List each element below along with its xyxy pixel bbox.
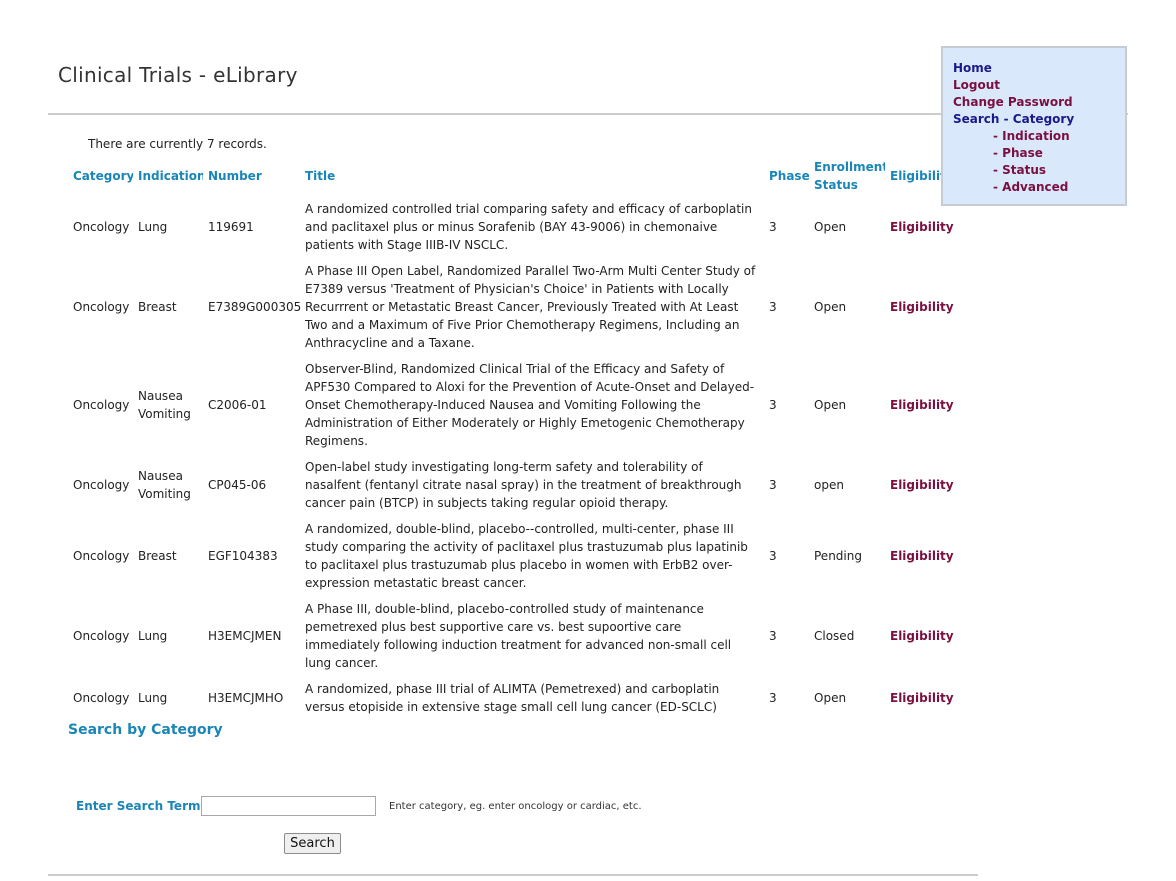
cell-phase: 3 [769,691,777,705]
eligibility-link[interactable]: Eligibility [890,300,954,314]
cell-eligibility: Eligibility [885,676,958,720]
header-title: Title [305,169,336,183]
search-term-label: Enter Search Term: [76,799,206,813]
cell-phase: 3 [769,478,777,492]
table-row: Oncology Breast E7389G000305 A Phase III Op… [68,258,958,356]
cell-eligibility: Eligibility [885,356,958,454]
search-button[interactable]: Search [284,833,341,854]
cell-title: A Phase III, double-blind, placebo-contr… [305,602,732,670]
header-enrollment-status: Enrollment Status [814,160,885,192]
bottom-divider [48,874,978,876]
cell-number: 119691 [208,220,254,234]
cell-enrollment-status: Open [814,398,847,412]
cell-number: H3EMCJMHO [208,691,284,705]
nav-phase-link[interactable]: - Phase [993,146,1043,160]
cell-indication: Nausea Vomiting [138,389,191,421]
cell-title: A randomized controlled trial comparing … [305,202,752,252]
cell-phase: 3 [769,629,777,643]
cell-number: E7389G000305 [208,300,302,314]
search-heading: Search by Category [68,722,223,738]
cell-category: Oncology [73,549,130,563]
cell-phase: 3 [769,549,777,563]
nav-menu: Home Logout Change Password Search - Cat… [941,46,1127,206]
cell-eligibility: Eligibility [885,258,958,356]
header-category: Category [73,169,133,183]
cell-indication: Breast [138,549,177,563]
search-input[interactable] [201,796,376,816]
nav-logout-link[interactable]: Logout [953,78,1001,92]
cell-indication: Breast [138,300,177,314]
cell-phase: 3 [769,220,777,234]
table-row: Oncology Nausea Vomiting CP045-06 Open-labe… [68,454,958,516]
cell-number: H3EMCJMEN [208,629,282,643]
cell-indication: Nausea Vomiting [138,469,191,501]
cell-category: Oncology [73,629,130,643]
table-row: Oncology Nausea Vomiting C2006-01 Observer-… [68,356,958,454]
eligibility-link[interactable]: Eligibility [890,549,954,563]
nav-change-password-link[interactable]: Change Password [953,95,1073,109]
nav-status-link[interactable]: - Status [993,163,1047,177]
cell-enrollment-status: open [814,478,844,492]
record-count: There are currently 7 records. [88,137,267,151]
nav-home-link[interactable]: Home [953,61,992,75]
cell-enrollment-status: Pending [814,549,862,563]
cell-title: A Phase III Open Label, Randomized Paral… [305,264,756,350]
cell-title: A randomized, phase III trial of ALIMTA … [305,682,720,714]
cell-eligibility: Eligibility [885,454,958,516]
table-row: Oncology Lung H3EMCJMEN A Phase III, double… [68,596,958,676]
cell-title: Observer-Blind, Randomized Clinical Tria… [305,362,755,448]
nav-search-category-link[interactable]: Search - Category [953,112,1075,126]
eligibility-link[interactable]: Eligibility [890,478,954,492]
header-indication: Indication [138,169,203,183]
eligibility-link[interactable]: Eligibility [890,691,954,705]
cell-number: C2006-01 [208,398,267,412]
header-phase: Phase [769,169,809,183]
cell-number: CP045-06 [208,478,267,492]
cell-indication: Lung [138,220,168,234]
cell-enrollment-status: Closed [814,629,855,643]
cell-phase: 3 [769,398,777,412]
eligibility-link[interactable]: Eligibility [890,220,954,234]
cell-eligibility: Eligibility [885,516,958,596]
cell-indication: Lung [138,691,168,705]
cell-title: A randomized, double-blind, placebo--con… [305,522,748,590]
cell-category: Oncology [73,691,130,705]
cell-number: EGF104383 [208,549,278,563]
header-eligibility: Eligibility [890,169,954,183]
cell-category: Oncology [73,398,130,412]
cell-enrollment-status: Open [814,691,847,705]
cell-title: Open-label study investigating long-term… [305,460,742,510]
table-row: Oncology Lung 119691 A randomized controlle… [68,196,958,258]
records-table: Category Indication Number Title Phase E… [68,156,958,720]
cell-indication: Lung [138,629,168,643]
cell-enrollment-status: Open [814,300,847,314]
cell-enrollment-status: Open [814,220,847,234]
eligibility-link[interactable]: Eligibility [890,629,954,643]
cell-category: Oncology [73,220,130,234]
cell-category: Oncology [73,300,130,314]
table-header-row: Category Indication Number Title Phase E… [68,156,958,196]
cell-phase: 3 [769,300,777,314]
search-hint: Enter category, eg. enter oncology or ca… [389,801,642,812]
cell-eligibility: Eligibility [885,596,958,676]
cell-category: Oncology [73,478,130,492]
header-number: Number [208,169,262,183]
eligibility-link[interactable]: Eligibility [890,398,954,412]
page-title: Clinical Trials - eLibrary [58,63,298,87]
cell-eligibility: Eligibility [885,196,958,258]
top-divider [48,113,1128,115]
table-row: Oncology Lung H3EMCJMHO A randomized, phase… [68,676,958,720]
table-row: Oncology Breast EGF104383 A randomized, dou… [68,516,958,596]
nav-advanced-link[interactable]: - Advanced [993,180,1069,194]
nav-indication-link[interactable]: - Indication [993,129,1070,143]
